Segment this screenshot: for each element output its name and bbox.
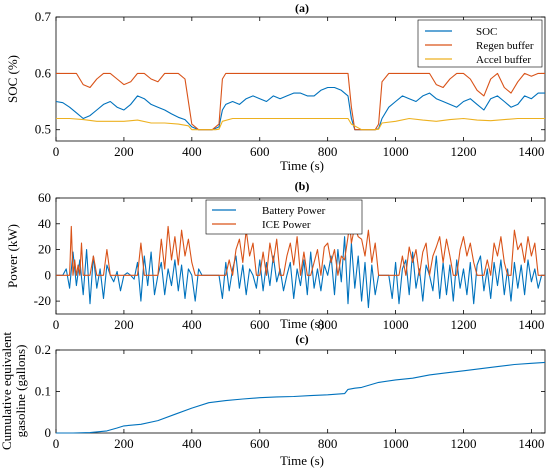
x-axis-label: Time (s) xyxy=(280,453,324,468)
series-group xyxy=(55,72,545,131)
x-tick-label: 1200 xyxy=(451,144,477,159)
legend-label-accel-buffer: Accel buffer xyxy=(476,54,531,66)
panel-title: (a) xyxy=(295,1,309,15)
series-line-soc xyxy=(55,86,545,131)
series-group xyxy=(56,223,545,309)
x-tick-label: 800 xyxy=(318,317,338,332)
plot-frame xyxy=(55,197,546,315)
y-tick-label: 0 xyxy=(45,267,52,282)
legend-label-regen-buffer: Regen buffer xyxy=(476,40,534,52)
y-tick-label: -20 xyxy=(34,293,51,308)
series-line-ice-power xyxy=(56,223,545,276)
x-tick-label: 200 xyxy=(114,436,134,451)
y-axis-label: Power (kW) xyxy=(5,224,20,288)
legend-label-soc: SOC xyxy=(476,26,497,38)
y-tick-label: 60 xyxy=(38,190,51,205)
x-tick-label: 200 xyxy=(114,317,134,332)
x-tick-label: 1000 xyxy=(383,144,409,159)
y-axis-label-line-2: gasoline (gallons) xyxy=(13,345,28,438)
x-tick-label: 400 xyxy=(182,144,202,159)
y-tick-label: 0.2 xyxy=(35,342,51,357)
series-line-battery-power xyxy=(56,236,545,309)
x-tick-label: 600 xyxy=(250,436,270,451)
panel-c-cumulative-gasoline-chart: (c) 0 200 400 600 800 1000 1200 1400 0 0.1 0.2 Tim… xyxy=(0,332,546,468)
y-tick-label: 0.1 xyxy=(35,384,51,399)
x-tick-label: 400 xyxy=(182,317,202,332)
x-axis-label: Time (s) xyxy=(280,316,324,331)
panel-a-soc-chart: (a) 0 200 400 600 800 1000 1200 1400 0.5 0.6 0.7 T… xyxy=(5,1,546,173)
y-tick-label: 0 xyxy=(45,425,52,440)
series-group xyxy=(56,361,546,434)
legend: Battery Power ICE Power xyxy=(205,199,363,235)
x-tick-label: 1400 xyxy=(518,144,544,159)
series-line-regen-buffer xyxy=(56,72,545,131)
x-tick-label: 0 xyxy=(53,317,60,332)
panel-b-power-chart: (b) 0 200 400 600 800 1000 1200 1400-200204060 … xyxy=(5,179,546,332)
y-tick-label: 20 xyxy=(38,242,51,257)
x-tick-label: 0 xyxy=(53,436,60,451)
x-tick-label: 800 xyxy=(318,144,338,159)
plot-frame xyxy=(55,349,546,434)
x-tick-label: 1200 xyxy=(451,436,477,451)
x-axis-label: Time (s) xyxy=(280,158,324,173)
x-tick-label: 1000 xyxy=(383,436,409,451)
x-tick-label: 1400 xyxy=(518,436,544,451)
y-axis-label-line-1: Cumulative equivalent xyxy=(0,332,14,450)
x-tick-label: 800 xyxy=(318,436,338,451)
ticks: 0 200 400 600 800 1000 1200 1400 0 0.1 0.2 xyxy=(35,342,545,451)
series-line-accel-buffer xyxy=(56,117,545,131)
y-tick-label: 0.7 xyxy=(35,9,52,24)
panel-title: (c) xyxy=(295,332,308,346)
x-tick-label: 600 xyxy=(250,144,270,159)
x-tick-label: 1000 xyxy=(383,317,409,332)
x-tick-label: 0 xyxy=(53,144,60,159)
y-tick-label: 40 xyxy=(38,216,51,231)
panel-title: (b) xyxy=(295,179,310,193)
x-tick-label: 200 xyxy=(114,144,134,159)
x-tick-label: 400 xyxy=(182,436,202,451)
plot-frame xyxy=(55,16,546,142)
y-tick-label: 0.6 xyxy=(35,65,52,80)
x-tick-label: 1400 xyxy=(518,317,544,332)
legend-box xyxy=(205,199,363,235)
x-tick-label: 1200 xyxy=(451,317,477,332)
y-tick-label: 0.5 xyxy=(35,122,51,137)
x-tick-label: 600 xyxy=(250,317,270,332)
legend-label-battery-power: Battery Power xyxy=(262,205,326,217)
y-axis-label: SOC (%) xyxy=(5,55,20,103)
legend-label-ice-power: ICE Power xyxy=(262,219,311,231)
ticks: 0 200 400 600 800 1000 1200 1400 0.5 0.6 0.7 xyxy=(35,9,545,159)
series-line-cumulative-gasoline xyxy=(56,361,546,434)
legend: SOC Regen buffer Accel buffer xyxy=(417,19,543,68)
